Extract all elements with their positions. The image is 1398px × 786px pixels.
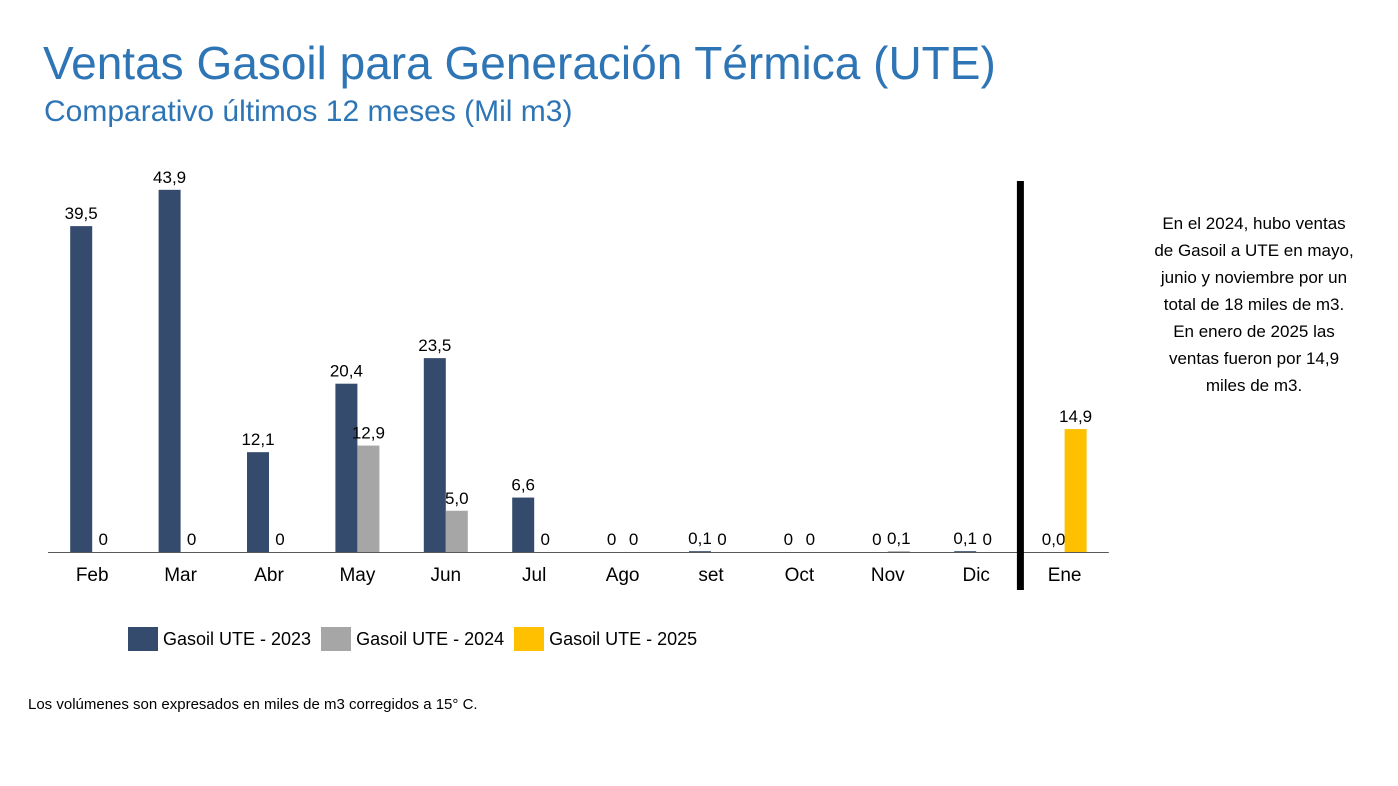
data-label: 0: [717, 530, 726, 549]
bar: [445, 510, 468, 552]
side-note-line: miles de m3.: [1205, 376, 1303, 395]
x-tick-label: Ago: [606, 565, 640, 586]
chart-legend: Gasoil UTE - 2023 Gasoil UTE - 2024 Gaso…: [128, 627, 707, 651]
legend-item-2024: Gasoil UTE - 2024: [321, 627, 504, 651]
bar: [954, 551, 977, 552]
legend-item-2023: Gasoil UTE - 2023: [128, 627, 311, 651]
data-label: 0,1: [953, 529, 977, 548]
chart-subtitle: Comparativo últimos 12 meses (Mil m3): [44, 95, 573, 128]
data-label: 0: [629, 530, 638, 549]
bar: [70, 226, 93, 552]
data-label: 0,1: [887, 529, 911, 548]
data-label: 0: [275, 530, 284, 549]
x-tick-label: Ene: [1048, 565, 1082, 586]
data-label: 0,1: [688, 529, 712, 548]
x-tick-label: Jun: [430, 565, 461, 586]
x-tick-label: Mar: [164, 565, 197, 586]
data-label: 14,9: [1059, 407, 1092, 426]
data-label: 43,9: [153, 168, 186, 187]
bar: [689, 551, 711, 552]
x-tick-label: Dic: [962, 565, 989, 586]
x-tick-label: Feb: [76, 565, 109, 586]
side-note-line: total de 18 miles de m3.: [1163, 295, 1345, 314]
legend-item-2025: Gasoil UTE - 2025: [514, 627, 697, 651]
bar: [887, 551, 910, 552]
x-tick-label: May: [339, 565, 375, 586]
data-label: 0: [607, 530, 616, 549]
data-label: 0: [187, 530, 196, 549]
legend-label-2023: Gasoil UTE - 2023: [163, 628, 312, 649]
side-note-line: En enero de 2025 las: [1173, 322, 1335, 341]
legend-swatch-2023: [128, 627, 158, 651]
data-label: 0: [784, 530, 793, 549]
data-label: 39,5: [65, 204, 98, 223]
bar: [247, 452, 269, 552]
bar: [512, 497, 535, 552]
x-tick-label: Nov: [871, 565, 905, 586]
side-note-line: junio y noviembre por un: [1160, 268, 1348, 287]
data-label: 0: [98, 530, 107, 549]
bar-chart: 39,5 0 Feb 43,9 0 Mar 12,1 0 Abr 20,4 12,9 May 23,5 5…: [48, 168, 1109, 590]
data-label: 0: [872, 530, 881, 549]
bar: [423, 358, 446, 552]
data-label: 0: [982, 530, 991, 549]
x-tick-label: Jul: [522, 565, 546, 586]
data-label: 0: [540, 530, 549, 549]
legend-swatch-2024: [321, 627, 352, 651]
bar: [357, 445, 380, 552]
side-note-line: ventas fueron por 14,9: [1168, 349, 1340, 368]
data-label: 23,5: [418, 336, 451, 355]
legend-label-2024: Gasoil UTE - 2024: [356, 628, 505, 649]
bar: [1064, 429, 1087, 552]
data-label: 0: [806, 530, 815, 549]
data-label: 20,4: [330, 362, 363, 381]
x-tick-label: Oct: [785, 565, 815, 586]
data-label: 0,0: [1042, 530, 1066, 549]
data-label: 12,1: [241, 430, 274, 449]
data-label: 6,6: [511, 476, 535, 495]
chart-title: Ventas Gasoil para Generación Térmica (U…: [43, 37, 996, 89]
legend-label-2025: Gasoil UTE - 2025: [549, 628, 698, 649]
bar: [158, 189, 181, 552]
side-note-line: En el 2024, hubo ventas: [1162, 214, 1346, 233]
side-note-line: de Gasoil a UTE en mayo,: [1154, 241, 1354, 260]
data-label: 12,9: [352, 424, 385, 443]
footnote: Los volúmenes son expresados en miles de…: [28, 696, 478, 713]
legend-swatch-2025: [514, 627, 545, 651]
bar: [335, 383, 358, 552]
x-tick-label: Abr: [254, 565, 284, 586]
data-label: 5,0: [445, 489, 469, 508]
side-note: En el 2024, hubo ventas de Gasoil a UTE …: [1128, 210, 1380, 399]
x-tick-label: set: [698, 565, 724, 586]
